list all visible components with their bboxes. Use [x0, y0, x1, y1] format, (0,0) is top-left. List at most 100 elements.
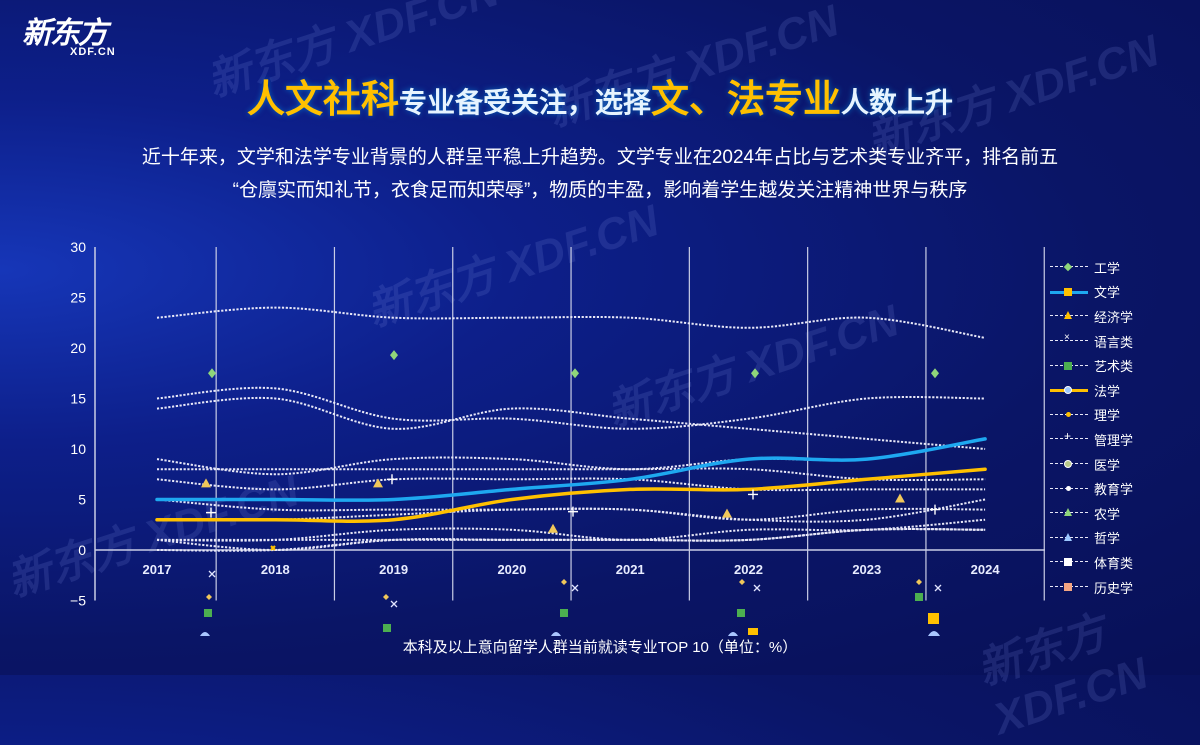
diamond-marker-icon [390, 350, 398, 361]
chart-caption: 本科及以上意向留学人群当前就读专业TOP 10（单位：%） [402, 639, 798, 656]
x-marker-icon [571, 584, 579, 592]
legend-label: 哲学 [1094, 531, 1121, 547]
y-tick-label: 5 [78, 492, 86, 508]
square-marker-icon [928, 613, 939, 624]
legend-label: 语言类 [1094, 334, 1134, 350]
legend-label: 医学 [1094, 457, 1121, 473]
legend-label: 工学 [1094, 260, 1121, 276]
circle-marker-icon [1050, 459, 1088, 469]
square-marker-icon [1050, 557, 1088, 567]
square-marker-icon [748, 628, 758, 635]
legend-item[interactable]: 教育学 [1050, 476, 1200, 501]
dot-marker-icon [916, 579, 922, 585]
plus-marker-icon [930, 504, 940, 515]
series-line-文学 [155, 437, 987, 502]
y-tick-label: 30 [70, 239, 86, 255]
legend-label: 农学 [1094, 506, 1121, 522]
legend-label: 经济学 [1094, 309, 1134, 325]
line-chart: 30 25 20 15 10 5 0 −5 2017 2018 2019 2020 2021 2022 20… [70, 239, 1045, 636]
diamond-marker-icon [571, 368, 579, 379]
x-marker-icon [390, 600, 398, 608]
dot-marker-icon [561, 579, 567, 585]
legend-item[interactable]: + 管理学 [1050, 427, 1200, 452]
triangle-marker-icon [722, 508, 732, 518]
series-line-历史学 [157, 528, 986, 542]
logo-cn: 新东方 [22, 17, 108, 50]
square-marker-icon [1050, 287, 1088, 297]
series-line-管理学 [156, 477, 986, 492]
legend-item[interactable]: 农学 [1050, 501, 1200, 526]
chart-legend: 工学文学经济学 × 语言类艺术类法学理学 + 管理学医学教育学农学哲学体育类历史学 [1050, 255, 1200, 599]
y-tick-label: 15 [70, 391, 86, 407]
dot-marker-icon [1050, 410, 1088, 420]
triangle-marker-icon [551, 632, 561, 636]
y-tick-label: 10 [70, 441, 86, 457]
legend-item[interactable]: 经济学 [1050, 304, 1200, 329]
legend-item[interactable]: 历史学 [1050, 575, 1200, 600]
x-tick-label: 2020 [497, 562, 526, 577]
logo-en: XDF.CN [70, 46, 116, 58]
legend-label: 艺术类 [1094, 359, 1134, 375]
triangle-marker-icon [373, 478, 383, 488]
triangle-marker-icon [548, 523, 558, 533]
square-marker-icon [383, 624, 391, 632]
y-tick-label: 20 [70, 340, 86, 356]
legend-item[interactable]: 法学 [1050, 378, 1200, 403]
x-marker-icon: × [1050, 332, 1088, 346]
x-tick-label: 2017 [143, 562, 172, 577]
legend-label: 教育学 [1094, 482, 1134, 498]
legend-label: 管理学 [1094, 432, 1134, 448]
legend-label: 历史学 [1094, 580, 1134, 596]
series-line-工学 [156, 306, 986, 339]
plus-marker-icon [568, 506, 578, 517]
circle-marker-icon [1050, 385, 1088, 395]
legend-item[interactable]: × 语言类 [1050, 329, 1200, 354]
y-tick-label: −5 [70, 593, 86, 609]
triangle-marker-icon [200, 632, 210, 636]
x-tick-label: 2018 [261, 562, 290, 577]
legend-item[interactable]: 文学 [1050, 280, 1200, 305]
legend-item[interactable]: 理学 [1050, 403, 1200, 428]
brand-logo: 新东方 XDF.CN [22, 17, 116, 59]
square-marker-icon [737, 609, 745, 617]
x-tick-label: 2021 [616, 562, 645, 577]
x-marker-icon [208, 570, 216, 578]
diamond-marker-icon [208, 368, 216, 379]
diamond-marker-icon [751, 368, 759, 379]
legend-item[interactable]: 体育类 [1050, 550, 1200, 575]
series-line-语言类 [156, 396, 986, 450]
dot-marker-icon [206, 594, 212, 600]
plus-marker-icon [387, 474, 397, 485]
plus-marker-icon: + [1050, 429, 1088, 444]
x-marker-icon [934, 584, 942, 592]
y-tick-label: 0 [78, 542, 86, 558]
diamond-marker-icon [1050, 262, 1088, 272]
square-marker-icon [560, 609, 568, 617]
legend-item[interactable]: 艺术类 [1050, 353, 1200, 378]
subtitle-line-1: 近十年来，文学和法学专业背景的人群呈平稳上升趋势。文学专业在2024年占比与艺术… [141, 147, 1059, 168]
triangle-marker-icon [1050, 508, 1088, 518]
triangle-marker-icon [1050, 311, 1088, 321]
legend-item[interactable]: 医学 [1050, 452, 1200, 477]
legend-label: 体育类 [1094, 555, 1134, 571]
title-part: 文、法专业 [651, 79, 842, 121]
legend-label: 法学 [1094, 383, 1121, 399]
x-tick-label: 2022 [734, 562, 763, 577]
circle-marker-icon [928, 631, 940, 636]
dot-marker-icon [739, 579, 745, 585]
series-line-法学 [155, 467, 987, 523]
square-marker-icon [1050, 361, 1088, 371]
legend-item[interactable]: 哲学 [1050, 526, 1200, 551]
legend-label: 文学 [1094, 285, 1121, 301]
title-part: 人文社科 [246, 79, 399, 121]
x-marker-icon [753, 584, 761, 592]
diamond-marker-icon [931, 368, 939, 379]
triangle-marker-icon [728, 632, 738, 636]
square-marker-icon [1050, 582, 1088, 592]
plus-marker-icon [748, 489, 758, 500]
legend-item[interactable]: 工学 [1050, 255, 1200, 280]
subtitle-line-2: “仓廪实而知礼节，衣食足而知荣辱”，物质的丰盈，影响着学生越发关注精神世界与秩序 [232, 180, 968, 201]
plus-marker-icon [206, 507, 216, 518]
dot-marker-icon [383, 594, 389, 600]
x-tick-label: 2019 [379, 562, 408, 577]
